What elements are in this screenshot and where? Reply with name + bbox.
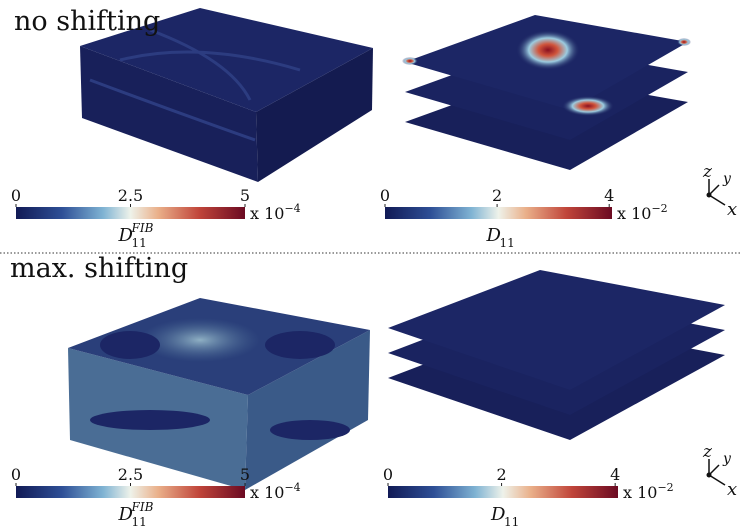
sheets-render bbox=[402, 15, 691, 170]
label-sub: 11 bbox=[132, 515, 147, 529]
triad-label: y bbox=[722, 451, 732, 467]
scale-base: x 10 bbox=[623, 483, 657, 502]
tick-label: 5 bbox=[240, 186, 250, 205]
tick-label: 5 bbox=[240, 465, 250, 484]
scale-base: x 10 bbox=[250, 483, 284, 502]
tick-label: 0 bbox=[383, 465, 393, 484]
scale-exponent: −2 bbox=[657, 481, 673, 494]
label-sup: FIB bbox=[131, 221, 154, 235]
colorbar bbox=[16, 486, 245, 498]
label-sub: 11 bbox=[504, 515, 519, 529]
label-sub: 11 bbox=[132, 236, 147, 250]
scale-base: x 10 bbox=[617, 204, 651, 223]
label-sub: 11 bbox=[500, 236, 515, 250]
row-title: no shifting bbox=[14, 6, 160, 37]
triad-origin bbox=[707, 473, 712, 478]
scale-label: x 10−2 bbox=[617, 202, 668, 223]
scale-base: x 10 bbox=[250, 204, 284, 223]
sheets-render bbox=[388, 270, 725, 440]
tick-label: 0 bbox=[380, 186, 390, 205]
tick-label: 2.5 bbox=[118, 186, 143, 205]
colorbar bbox=[16, 207, 245, 219]
triad-label: z bbox=[702, 442, 713, 462]
colorbar bbox=[388, 486, 618, 498]
scale-label: x 10−4 bbox=[250, 202, 301, 223]
colorbar bbox=[385, 207, 612, 219]
triad-label: x bbox=[727, 199, 737, 220]
triad-label: z bbox=[702, 162, 713, 182]
tick-label: 2.5 bbox=[118, 465, 143, 484]
scale-exponent: −4 bbox=[284, 481, 300, 494]
tick-label: 4 bbox=[610, 465, 620, 484]
triad-axis bbox=[709, 195, 725, 205]
tick-label: 2 bbox=[496, 465, 506, 484]
triad-label: y bbox=[722, 171, 732, 187]
triad-axis bbox=[709, 475, 725, 485]
figure: no shifting max. shifting 02.55x 10−4D11… bbox=[0, 0, 740, 529]
tick-label: 0 bbox=[11, 465, 21, 484]
tick-label: 4 bbox=[604, 186, 614, 205]
tick-label: 0 bbox=[11, 186, 21, 205]
tick-label: 2 bbox=[492, 186, 502, 205]
label-sup: FIB bbox=[131, 500, 154, 514]
row-title: max. shifting bbox=[10, 253, 188, 284]
triad-origin bbox=[707, 193, 712, 198]
scale-label: x 10−2 bbox=[623, 481, 674, 502]
scale-exponent: −4 bbox=[284, 202, 300, 215]
scale-label: x 10−4 bbox=[250, 481, 301, 502]
triad-label: x bbox=[727, 479, 737, 500]
fiber-block-render bbox=[68, 298, 370, 490]
scale-exponent: −2 bbox=[651, 202, 667, 215]
